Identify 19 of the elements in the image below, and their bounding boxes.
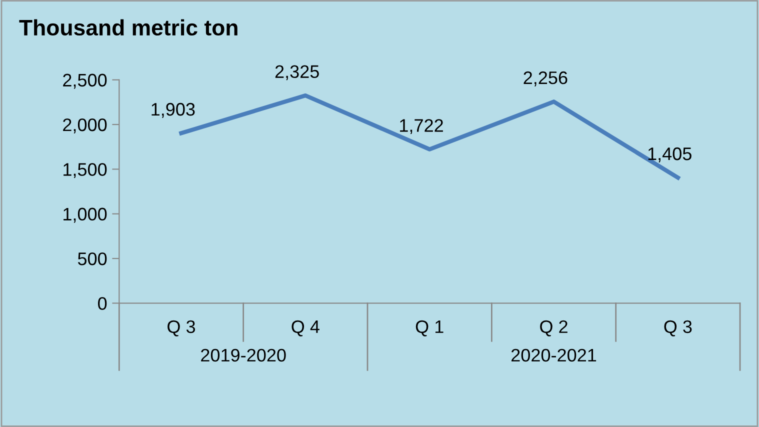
x-tick-label: Q 3: [168, 320, 196, 336]
text: 2020-2021: [512, 348, 596, 362]
chart-title: Thousand metric ton: [19, 19, 238, 36]
text: 1,722: [400, 119, 443, 134]
x-tick-label: Q 2: [540, 320, 568, 336]
text: 2019-2020: [201, 348, 286, 362]
y-tick-label: 500: [78, 252, 107, 266]
x-tick-label: Q 3: [664, 320, 692, 336]
x-tick-label: Q 1: [416, 320, 444, 336]
y-tick-label: 2,000: [63, 118, 107, 134]
y-tick-label: 1,500: [64, 163, 107, 178]
y-tick-label: 2,500: [63, 74, 107, 89]
y-tick-label: 1,000: [64, 208, 107, 223]
text: 1,903: [152, 102, 195, 118]
text: 1,405: [648, 147, 692, 162]
y-tick-label: 0: [98, 297, 107, 310]
text: 2,325: [275, 65, 319, 80]
text: 2,256: [524, 71, 568, 86]
x-tick-label: Q 4: [292, 320, 320, 336]
